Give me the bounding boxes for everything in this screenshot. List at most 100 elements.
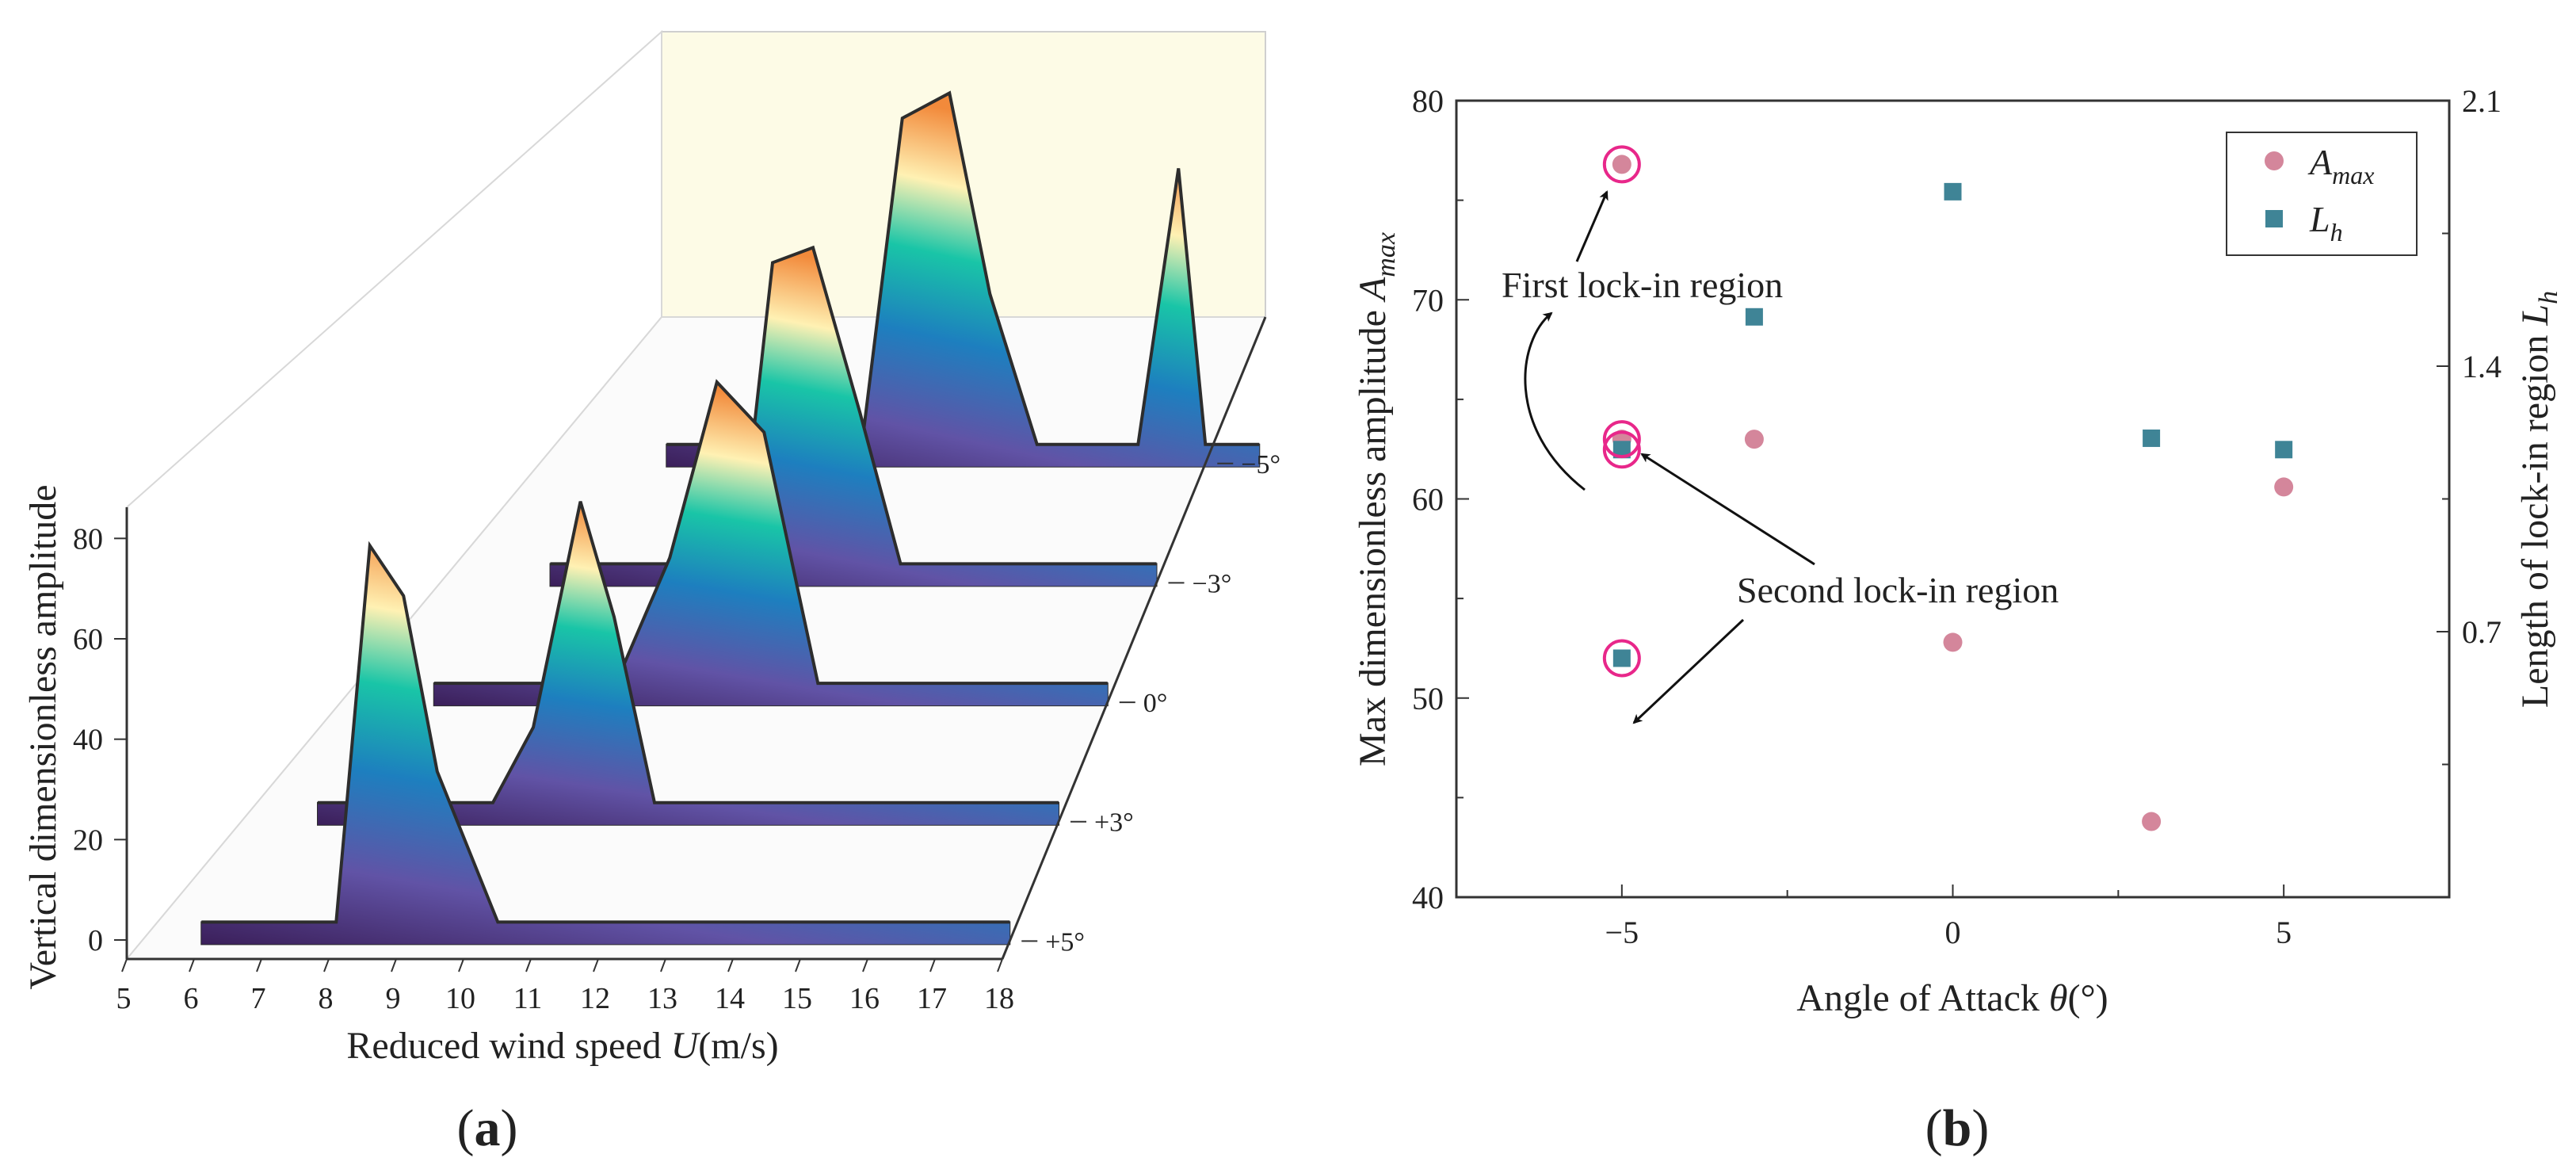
- ridge-outline: [666, 90, 1260, 446]
- panel-a-caption: (a): [457, 1099, 518, 1157]
- amax-point: [2274, 477, 2294, 497]
- annotation-first-lock-in: First lock-in region: [1502, 265, 1783, 305]
- amax-point: [1943, 632, 1963, 652]
- x-tick: [256, 958, 262, 972]
- x-tick-label: 5: [116, 982, 132, 1015]
- annotation-second-lock-in: Second lock-in region: [1737, 570, 2059, 610]
- data-points: [1602, 145, 2294, 831]
- angle-label: +3°: [1094, 808, 1134, 838]
- x-tick-label: 15: [782, 982, 812, 1015]
- x-tick: [189, 958, 195, 972]
- y-left-tick-label: 40: [1412, 880, 1444, 915]
- arrow-first-top: [1575, 190, 1609, 262]
- y-tick-label: 60: [73, 623, 103, 656]
- right-axis-label: Length of lock-in region Lh: [2514, 291, 2563, 708]
- x-tick-label: 12: [580, 982, 610, 1015]
- amax-point: [2142, 812, 2162, 831]
- x-tick: [458, 958, 464, 972]
- x-tick: [121, 958, 128, 972]
- panel-a-chart: 5 6 7 8 9 10 11 12 13 14 15 16 17 18 0 20 40 60 80 −5° −3°…: [22, 29, 1280, 1157]
- depth-axis-line: [1001, 316, 1267, 960]
- arrow-first-curve: [1524, 311, 1586, 491]
- ridge-area: [550, 247, 1157, 586]
- y-left-tick-label: 50: [1412, 681, 1444, 716]
- y-right-tick-label: 0.7: [2462, 614, 2502, 650]
- axis-ticks: −5 0 5 40 50 60 70 80 0.7 1.4 2.1: [1412, 83, 2502, 950]
- y-right-tick-label: 2.1: [2462, 83, 2502, 119]
- legend-box: [2226, 132, 2418, 256]
- x-tick-label: 5: [2276, 915, 2292, 950]
- lh-point: [1745, 308, 1763, 326]
- legend-amax-label: Amax: [2307, 142, 2374, 189]
- x-tick-label: 11: [513, 982, 543, 1015]
- x-axis-label-b: Angle of Attack θ(°): [1796, 977, 2108, 1019]
- angle-label: 0°: [1143, 689, 1168, 718]
- legend-amax-marker: [2265, 151, 2284, 170]
- x-tick: [660, 958, 666, 972]
- lh-point: [1944, 182, 1962, 201]
- x-tick: [391, 958, 397, 972]
- ridges: [200, 90, 1261, 946]
- y-left-tick-label: 70: [1412, 282, 1444, 318]
- x-tick-label: 6: [184, 982, 199, 1015]
- y-tick-label: 40: [73, 724, 103, 757]
- annotations: First lock-in region Second lock-in regi…: [1502, 190, 2059, 724]
- x-tick-label: 14: [715, 982, 745, 1015]
- x-tick: [929, 958, 936, 972]
- highlight-ring: [1602, 145, 1641, 184]
- y-tick-label: 0: [88, 924, 103, 957]
- lh-point: [2275, 441, 2293, 459]
- x-tick-label: 18: [984, 982, 1014, 1015]
- ridge-area: [201, 545, 1010, 945]
- y-tick-label: 20: [73, 823, 103, 857]
- x-tick-label: 0: [1945, 915, 1961, 950]
- x-tick-label: 9: [386, 982, 401, 1015]
- x-tick-label: 7: [251, 982, 266, 1015]
- highlight-ring: [1602, 420, 1641, 459]
- y-tick-label: 80: [73, 522, 103, 556]
- x-tick: [323, 958, 330, 972]
- y-left-tick-label: 60: [1412, 482, 1444, 518]
- x-tick-label: 16: [849, 982, 880, 1015]
- highlight-ring: [1602, 639, 1641, 678]
- angle-label: −3°: [1193, 569, 1232, 598]
- ridge-area: [433, 382, 1108, 706]
- lh-point: [2143, 429, 2161, 447]
- legend-lh-label: Lh: [2309, 199, 2343, 246]
- x-tick: [593, 958, 599, 972]
- x-tick-label: 17: [917, 982, 947, 1015]
- y-axis-label: Vertical dimensionless amplitude: [22, 484, 64, 989]
- x-tick: [997, 958, 1003, 972]
- panel-b-chart: −5 0 5 40 50 60 70 80 0.7 1.4 2.1 Amax Lh First lo…: [1352, 83, 2563, 1157]
- arrow-second-lower: [1632, 618, 1745, 724]
- x-tick-labels: 5 6 7 8 9 10 11 12 13 14 15 16 17 18: [116, 958, 1014, 1015]
- ridge-area: [666, 93, 1260, 467]
- amax-point: [1612, 155, 1631, 174]
- legend-lh-marker: [2265, 210, 2283, 227]
- ridge-outline: [201, 541, 1010, 924]
- x-tick: [795, 958, 801, 972]
- arrow-second-upper: [1640, 453, 1815, 566]
- legend: Amax Lh: [2226, 132, 2418, 256]
- x-tick-label: −5: [1605, 915, 1639, 950]
- lh-point: [1612, 649, 1631, 667]
- panel-b-caption: (b): [1925, 1099, 1990, 1157]
- x-tick: [862, 958, 868, 972]
- y-right-tick-label: 1.4: [2462, 349, 2502, 384]
- angle-labels: −5° −3° 0° +3° +5°: [1021, 450, 1280, 957]
- angle-label: −5°: [1241, 450, 1280, 480]
- y-tick-labels: 0 20 40 60 80: [73, 522, 127, 957]
- amax-point: [1744, 430, 1764, 449]
- highlight-ring: [1602, 430, 1641, 469]
- x-tick: [727, 958, 734, 972]
- x-tick-label: 13: [647, 982, 677, 1015]
- y-left-tick-label: 80: [1412, 83, 1444, 119]
- x-tick-label: 10: [445, 982, 475, 1015]
- angle-label: +5°: [1045, 927, 1085, 957]
- left-axis-label: Max dimensionless amplitude Amax: [1352, 232, 1401, 766]
- lh-point: [1612, 441, 1631, 459]
- x-axis-label: Reduced wind speed U(m/s): [346, 1025, 778, 1067]
- ridge-outline: [318, 501, 1059, 804]
- x-tick: [525, 958, 532, 972]
